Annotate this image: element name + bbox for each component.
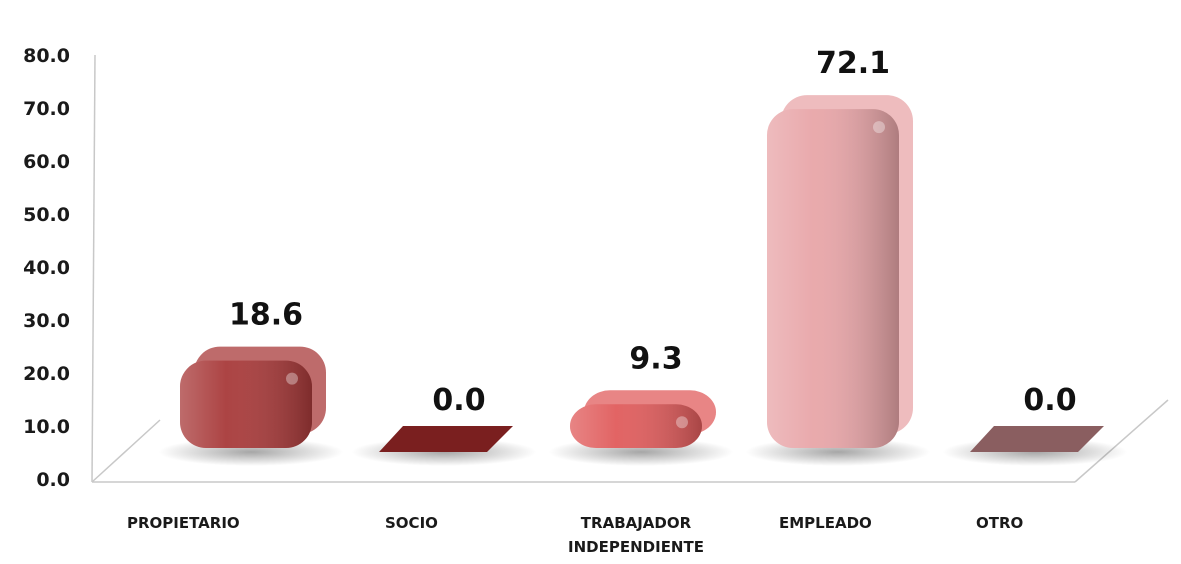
bar-highlight xyxy=(286,372,298,385)
y-axis-line xyxy=(91,54,96,483)
category-label: EMPLEADO xyxy=(779,514,872,532)
category-label: TRABAJADOR INDEPENDIENTE xyxy=(568,514,704,556)
data-labels: 18.6 0.0 9.3 72.1 0.0 xyxy=(229,46,1077,418)
bar-highlight xyxy=(676,416,688,429)
category-label-line: OTRO xyxy=(976,514,1023,532)
floor-back-left xyxy=(91,419,161,483)
y-tick-label: 50.0 xyxy=(23,204,70,226)
bars xyxy=(158,95,1128,466)
bar-shading xyxy=(767,109,899,448)
bar xyxy=(970,426,1104,452)
y-tick-label: 30.0 xyxy=(23,310,70,332)
y-tick-label: 20.0 xyxy=(23,363,70,385)
y-tick-label: 60.0 xyxy=(23,151,70,173)
category-label-line: SOCIO xyxy=(385,514,438,532)
bar xyxy=(379,426,513,452)
category-label-line: PROPIETARIO xyxy=(127,514,240,532)
bar-highlight xyxy=(873,121,885,134)
y-tick-label: 80.0 xyxy=(23,45,70,67)
y-axis-ticks: 0.0 10.0 20.0 30.0 40.0 50.0 60.0 70.0 80.0 xyxy=(23,45,70,491)
category-label: PROPIETARIO xyxy=(127,514,240,532)
data-label: 0.0 xyxy=(1023,383,1076,418)
category-label: OTRO xyxy=(976,514,1023,532)
y-tick-label: 10.0 xyxy=(23,416,70,438)
y-tick-label: 0.0 xyxy=(36,469,70,491)
data-label: 18.6 xyxy=(229,298,303,333)
data-label: 9.3 xyxy=(629,341,682,376)
y-tick-label: 40.0 xyxy=(23,257,70,279)
floor-back-right xyxy=(1074,399,1169,483)
bar-shading xyxy=(180,360,312,448)
category-label-line: INDEPENDIENTE xyxy=(568,538,704,556)
category-label: SOCIO xyxy=(385,514,438,532)
category-label-line: EMPLEADO xyxy=(779,514,872,532)
data-label: 0.0 xyxy=(432,383,485,418)
plot-frame xyxy=(91,54,1169,483)
category-labels: PROPIETARIO SOCIO TRABAJADOR INDEPENDIENTE E… xyxy=(127,514,1023,556)
data-label: 72.1 xyxy=(816,46,890,81)
bar-shading xyxy=(570,404,702,448)
y-tick-label: 70.0 xyxy=(23,98,70,120)
category-label-line: TRABAJADOR xyxy=(581,514,692,532)
